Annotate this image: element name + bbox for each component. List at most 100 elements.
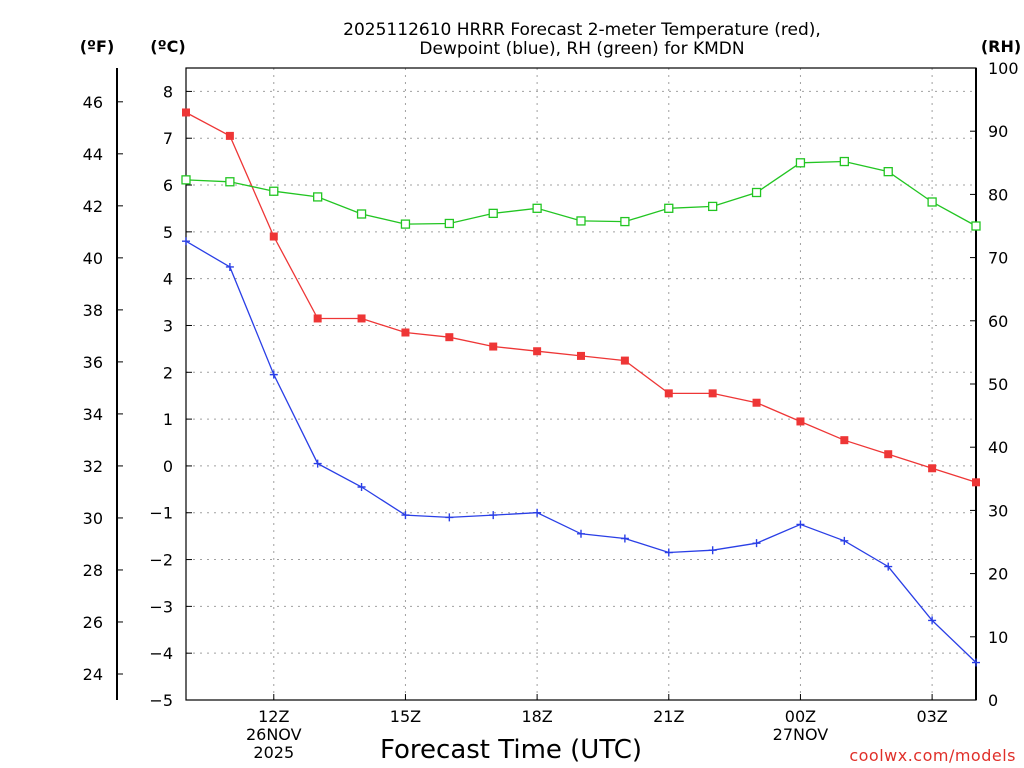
x-tick-label: 26NOV xyxy=(246,725,302,744)
relative-humidity-point xyxy=(795,158,806,168)
rh-tick-label: 60 xyxy=(988,312,1008,331)
fahrenheit-tick-label: 44 xyxy=(83,145,103,164)
temperature-point xyxy=(489,342,498,351)
celsius-tick-label: −4 xyxy=(149,644,173,663)
relative-humidity-point xyxy=(444,218,454,229)
relative-humidity-point xyxy=(971,221,981,231)
fahrenheit-tick-label: 36 xyxy=(83,353,103,372)
temperature-point xyxy=(972,478,980,487)
x-tick-label: 15Z xyxy=(390,707,421,726)
dewpoint-point xyxy=(752,539,761,548)
temperature-point xyxy=(752,398,761,407)
rh-tick-label: 10 xyxy=(988,628,1008,647)
celsius-tick-label: −5 xyxy=(149,691,173,710)
credit-text: coolwx.com/models xyxy=(849,746,1016,765)
rh-tick-label: 80 xyxy=(988,185,1008,204)
temperature-point xyxy=(182,108,190,117)
plot-frame xyxy=(185,67,977,701)
x-tick-label: 18Z xyxy=(521,707,552,726)
fahrenheit-tick-label: 32 xyxy=(83,457,103,476)
dewpoint-point xyxy=(708,546,717,555)
relative-humidity-point xyxy=(356,209,367,219)
celsius-unit-label: (ºC) xyxy=(150,37,185,56)
data-series xyxy=(181,108,981,667)
x-tick-label: 27NOV xyxy=(773,725,829,744)
celsius-tick-label: 8 xyxy=(163,82,173,101)
relative-humidity-point xyxy=(751,187,762,198)
fahrenheit-tick-label: 24 xyxy=(83,665,103,684)
temperature-point xyxy=(445,333,454,342)
dewpoint-point xyxy=(972,658,980,667)
celsius-tick-label: 3 xyxy=(163,316,173,335)
fahrenheit-tick-label: 30 xyxy=(83,509,103,528)
dewpoint-point xyxy=(796,520,805,529)
relative-humidity-point xyxy=(576,216,586,226)
dewpoint-point xyxy=(357,482,366,491)
dewpoint-point xyxy=(269,370,278,379)
temperature-point xyxy=(884,450,893,459)
x-axis-label: Forecast Time (UTC) xyxy=(380,735,642,765)
rh-tick-label: 0 xyxy=(988,691,998,710)
temperature-point xyxy=(225,131,234,140)
x-tick-label: 00Z xyxy=(785,707,816,726)
chart-title-line-1: 2025112610 HRRR Forecast 2-meter Tempera… xyxy=(343,20,821,40)
dewpoint-point xyxy=(577,529,585,538)
relative-humidity-point xyxy=(181,175,191,185)
celsius-tick-label: 7 xyxy=(163,129,173,148)
celsius-tick-label: 6 xyxy=(163,176,173,195)
fahrenheit-tick-label: 28 xyxy=(83,561,103,580)
dewpoint-point xyxy=(313,459,322,468)
dewpoint-point xyxy=(401,511,410,520)
temperature-point xyxy=(620,356,629,365)
temperature-point xyxy=(401,328,410,337)
x-tick-label: 12Z xyxy=(258,707,289,726)
fahrenheit-unit-label: (ºF) xyxy=(80,37,115,56)
rh-tick-label: 50 xyxy=(988,375,1008,394)
celsius-tick-label: −1 xyxy=(149,504,173,523)
grid-lines xyxy=(186,68,976,701)
fahrenheit-tick-label: 42 xyxy=(83,197,103,216)
dewpoint-line xyxy=(185,240,977,663)
temperature-point xyxy=(708,389,717,398)
temperature-point xyxy=(577,351,585,360)
relative-humidity-point xyxy=(225,177,235,187)
relative-humidity-point xyxy=(620,216,630,227)
relative-humidity-point xyxy=(313,192,323,202)
celsius-tick-label: 0 xyxy=(163,457,173,476)
dewpoint-point xyxy=(664,548,673,557)
dewpoint-point xyxy=(182,237,190,246)
temperature-point xyxy=(928,464,937,473)
rh-tick-label: 30 xyxy=(988,501,1008,520)
dewpoint-point xyxy=(620,534,629,543)
relative-humidity-point xyxy=(839,156,849,167)
relative-humidity-point xyxy=(488,208,498,219)
temperature-point xyxy=(357,314,366,323)
dewpoint-point xyxy=(489,511,498,520)
x-tick-label: 03Z xyxy=(916,707,947,726)
rh-tick-label: 70 xyxy=(988,249,1008,268)
x-tick-label: 2025 xyxy=(253,743,294,762)
dewpoint-point xyxy=(840,536,849,545)
dewpoint-point xyxy=(928,616,937,625)
temperature-point xyxy=(313,314,322,323)
x-tick-label: 21Z xyxy=(653,707,684,726)
fahrenheit-tick-label: 38 xyxy=(83,301,103,320)
relative-humidity-point xyxy=(269,186,279,196)
rh-tick-label: 40 xyxy=(988,438,1008,457)
relative-humidity-point xyxy=(532,203,542,213)
temperature-point xyxy=(269,232,278,241)
rh-tick-label: 100 xyxy=(988,59,1019,78)
rh-tick-label: 20 xyxy=(988,565,1008,584)
relative-humidity-point xyxy=(664,203,674,213)
celsius-tick-label: 1 xyxy=(163,410,173,429)
fahrenheit-tick-label: 40 xyxy=(83,249,103,268)
fahrenheit-tick-label: 46 xyxy=(83,93,103,112)
dewpoint-point xyxy=(884,562,893,571)
dewpoint-point xyxy=(225,262,234,271)
fahrenheit-tick-label: 34 xyxy=(83,405,103,424)
celsius-tick-label: 2 xyxy=(163,363,173,382)
relative-humidity-point xyxy=(883,166,893,177)
dewpoint-point xyxy=(533,508,542,517)
